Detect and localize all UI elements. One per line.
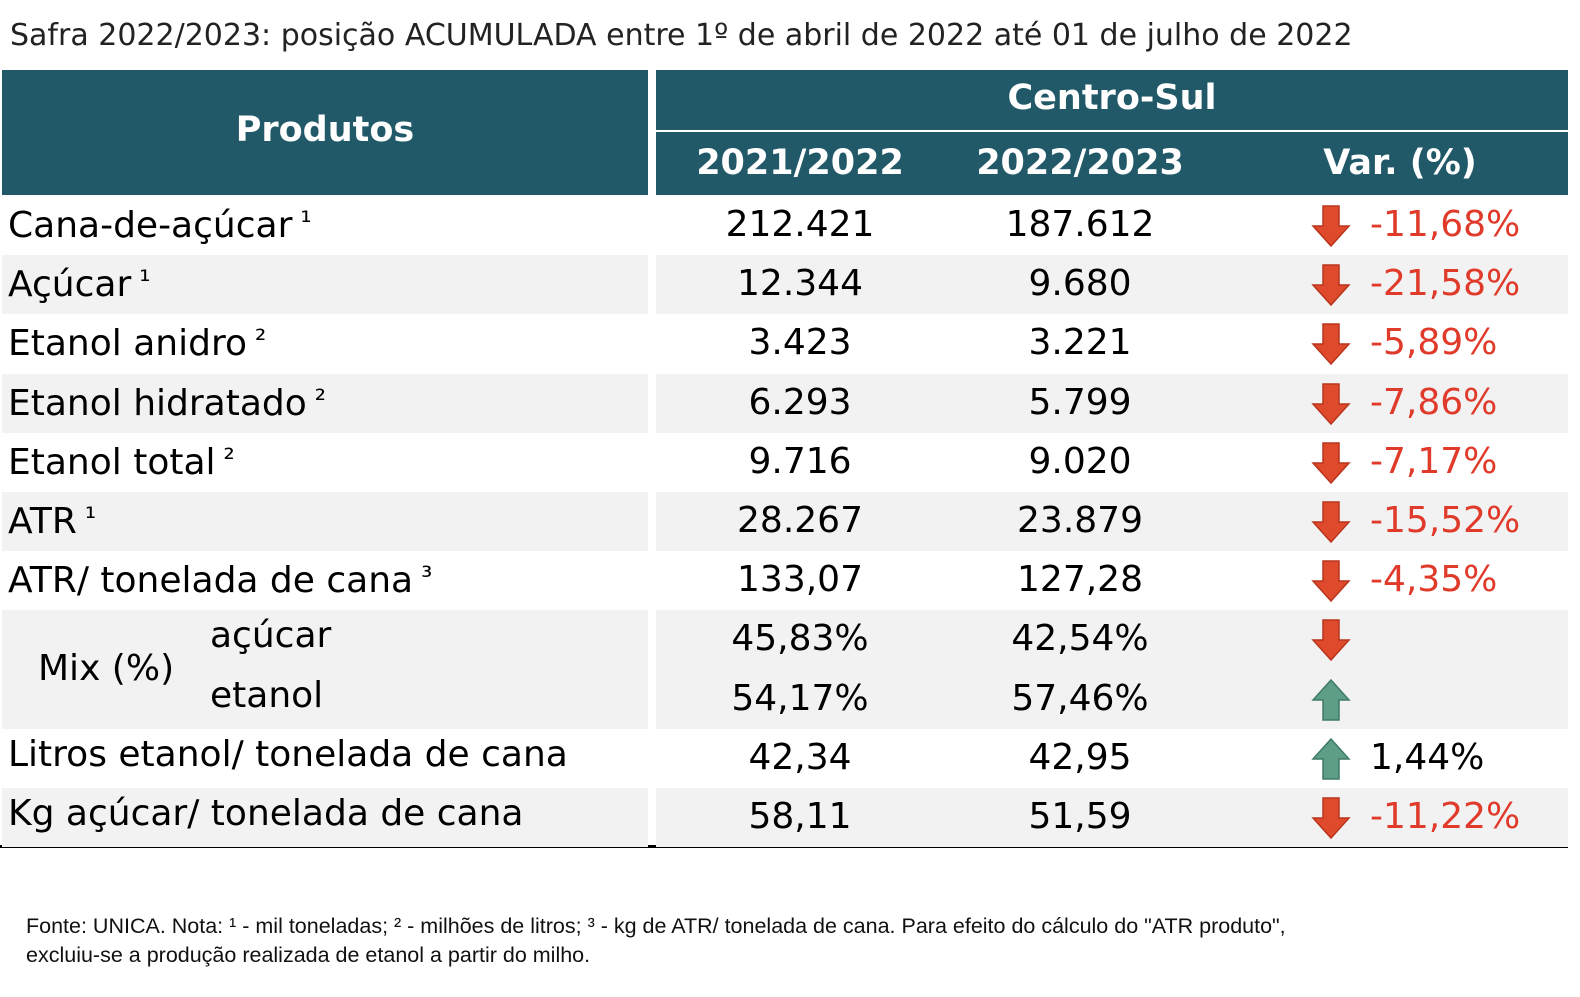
row-band <box>2 373 648 433</box>
variation: -11,22% <box>1370 796 1521 837</box>
label-text: Etanol hidratado <box>8 382 307 424</box>
value: 9.680 <box>1028 263 1132 305</box>
arrow-down <box>1311 323 1351 366</box>
arrow-down <box>1311 797 1351 840</box>
arrow-down <box>1311 264 1351 307</box>
column-header: 2021/2022 <box>696 143 904 183</box>
arrow-down <box>1311 442 1351 484</box>
row-label: Litros etanol/ tonelada de cana <box>8 725 568 784</box>
note: ¹ <box>139 264 151 298</box>
note: ² <box>223 441 235 475</box>
variation: -21,58% <box>1370 263 1521 305</box>
header-cell <box>656 70 1568 195</box>
value: 42,95 <box>1028 736 1132 778</box>
arrow-down <box>1311 205 1351 248</box>
note: ¹ <box>84 501 97 534</box>
variation: -7,17% <box>1370 440 1498 482</box>
label-text: Açúcar <box>8 264 132 306</box>
header-divider <box>656 130 1568 132</box>
value: 9.716 <box>748 440 852 482</box>
label-text: Litros etanol/ tonelada de cana <box>8 733 568 775</box>
label-text: Etanol anidro <box>8 323 247 365</box>
row-band <box>656 255 1568 315</box>
row-label: ATR/ tonelada de cana ³ <box>8 547 432 610</box>
row-label: ATR ¹ <box>8 488 96 551</box>
value: 212.421 <box>725 204 875 245</box>
value: 12.344 <box>737 263 863 305</box>
row-label: Etanol anidro ² <box>8 310 266 373</box>
variation: -15,52% <box>1370 500 1521 541</box>
label-text: ATR <box>8 501 77 542</box>
variation: -4,35% <box>1370 559 1498 601</box>
value: 28.267 <box>737 500 863 541</box>
row-label: Kg açúcar/ tonelada de cana <box>8 784 524 843</box>
variation: -11,68% <box>1370 204 1521 245</box>
mix-label: Mix (%) <box>38 648 175 689</box>
column-header: Var. (%) <box>1323 143 1477 183</box>
row-band <box>656 492 1568 552</box>
arrow-down <box>1311 619 1351 662</box>
label-text: Kg açúcar/ tonelada de cana <box>8 793 524 834</box>
arrow-down <box>1311 382 1351 425</box>
column-header: 2022/2023 <box>976 143 1184 183</box>
value: 58,11 <box>748 796 852 837</box>
variation: -5,89% <box>1370 322 1498 364</box>
value: 3.423 <box>748 322 852 364</box>
arrow-up <box>1311 737 1351 780</box>
arrow-down <box>1311 560 1351 603</box>
variation: 1,44% <box>1370 736 1485 778</box>
value: 6.293 <box>748 381 852 423</box>
note: ² <box>254 323 267 357</box>
value: 57,46% <box>1011 677 1149 719</box>
arrow-down <box>1311 501 1351 544</box>
value: 187.612 <box>1005 204 1155 245</box>
header-cell <box>2 70 648 195</box>
label-text: ATR/ tonelada de cana <box>8 560 414 602</box>
row-band <box>656 373 1568 433</box>
arrow-up <box>1311 678 1351 721</box>
footnote: excluiu-se a produção realizada de etano… <box>26 943 591 967</box>
mix-sub-label: açúcar <box>210 615 332 657</box>
value: 51,59 <box>1028 796 1132 837</box>
footnote: Fonte: UNICA. Nota: ¹ - mil toneladas; ²… <box>26 914 1286 938</box>
value: 5.799 <box>1028 381 1132 423</box>
value: 127,28 <box>1017 559 1143 601</box>
value: 133,07 <box>737 559 863 601</box>
row-band <box>2 788 648 848</box>
row-label: Cana-de-açúcar ¹ <box>8 192 312 255</box>
title: Safra 2022/2023: posição ACUMULADA entre… <box>10 18 1353 53</box>
note: ² <box>314 382 327 416</box>
value: 42,54% <box>1011 618 1149 660</box>
row-band <box>2 492 648 552</box>
label-text: Cana-de-açúcar <box>8 205 293 246</box>
row-band <box>656 788 1568 848</box>
variation: -7,86% <box>1370 381 1498 423</box>
row-label: Açúcar ¹ <box>8 251 151 314</box>
row-label: Etanol total ² <box>8 429 235 492</box>
note: ³ <box>421 560 433 594</box>
value: 9.020 <box>1028 440 1132 482</box>
value: 45,83% <box>731 618 869 660</box>
products-header: Produtos <box>235 110 415 150</box>
value: 42,34 <box>748 736 852 778</box>
row-band <box>656 610 1568 729</box>
value: 3.221 <box>1028 322 1132 364</box>
region-header: Centro-Sul <box>1007 78 1217 118</box>
label-text: Etanol total <box>8 441 216 483</box>
row-band <box>2 610 648 729</box>
row-band <box>2 255 648 315</box>
value: 23.879 <box>1017 500 1143 541</box>
value: 54,17% <box>731 677 869 719</box>
row-label: Etanol hidratado ² <box>8 370 326 433</box>
mix-sub-label: etanol <box>210 674 324 716</box>
note: ¹ <box>300 205 312 238</box>
